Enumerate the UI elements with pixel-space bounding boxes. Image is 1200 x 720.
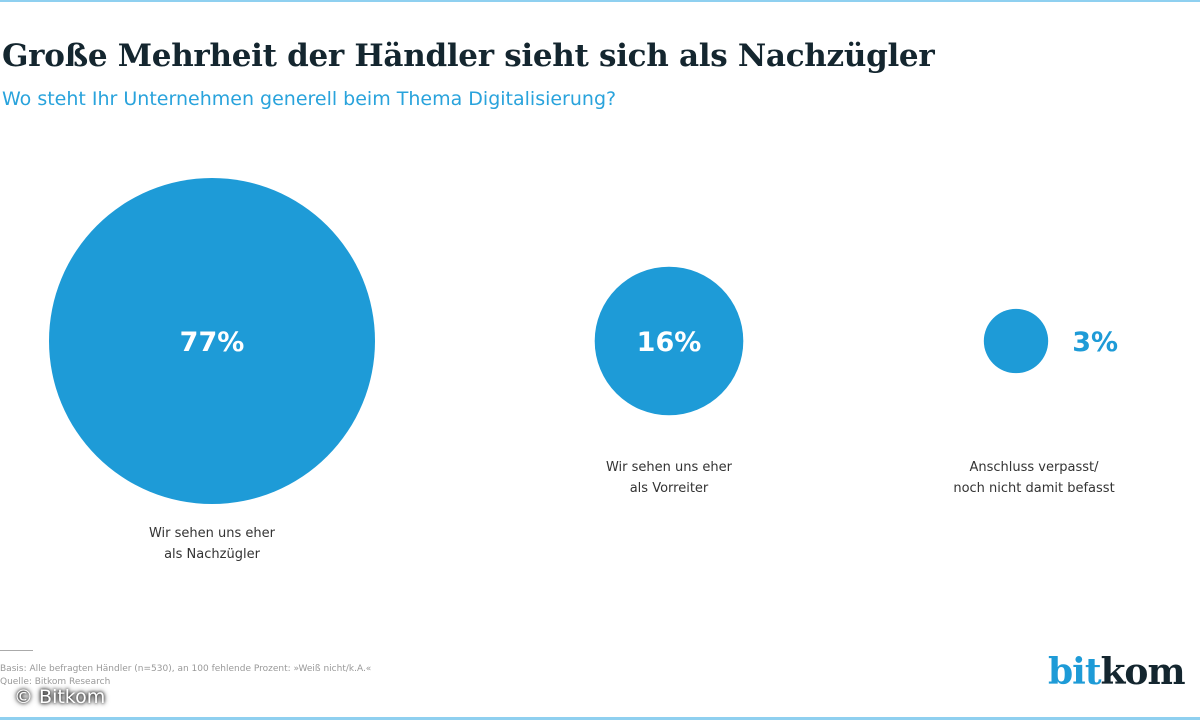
bubble-0 bbox=[49, 178, 375, 504]
logo-part: kom bbox=[1100, 651, 1185, 693]
data-label-2: 3% bbox=[1072, 327, 1118, 358]
category-label-line: als Vorreiter bbox=[629, 481, 709, 496]
logo-part: bit bbox=[1048, 651, 1101, 693]
copyright-watermark: © Bitkom bbox=[14, 686, 106, 708]
footnote-basis: Basis: Alle befragten Händler (n=530), a… bbox=[0, 664, 372, 674]
category-label-1: Wir sehen uns eher als Vorreiter bbox=[559, 457, 779, 499]
chart-title: Große Mehrheit der Händler sieht sich al… bbox=[2, 38, 935, 74]
bubble-2 bbox=[983, 308, 1049, 374]
category-label-line: noch nicht damit befasst bbox=[953, 481, 1115, 496]
bottom-border bbox=[0, 717, 1200, 720]
category-label-line: als Nachzügler bbox=[164, 547, 260, 562]
category-label-line: Wir sehen uns eher bbox=[148, 526, 275, 541]
bubble-1 bbox=[594, 266, 744, 416]
footnote-source: Quelle: Bitkom Research bbox=[0, 677, 111, 687]
category-label-line: Anschluss verpasst/ bbox=[969, 460, 1099, 475]
data-label-0: 77% bbox=[180, 327, 245, 358]
bitkom-logo: bitkom bbox=[1048, 651, 1186, 693]
category-label-0: Wir sehen uns eher als Nachzügler bbox=[102, 523, 322, 565]
data-label-1: 16% bbox=[637, 327, 702, 358]
footnote-divider bbox=[0, 650, 33, 651]
category-label-2: Anschluss verpasst/noch nicht damit befa… bbox=[924, 457, 1144, 499]
top-border bbox=[0, 0, 1200, 2]
category-label-line: Wir sehen uns eher bbox=[605, 460, 732, 475]
chart-subtitle: Wo steht Ihr Unternehmen generell beim T… bbox=[2, 88, 617, 110]
